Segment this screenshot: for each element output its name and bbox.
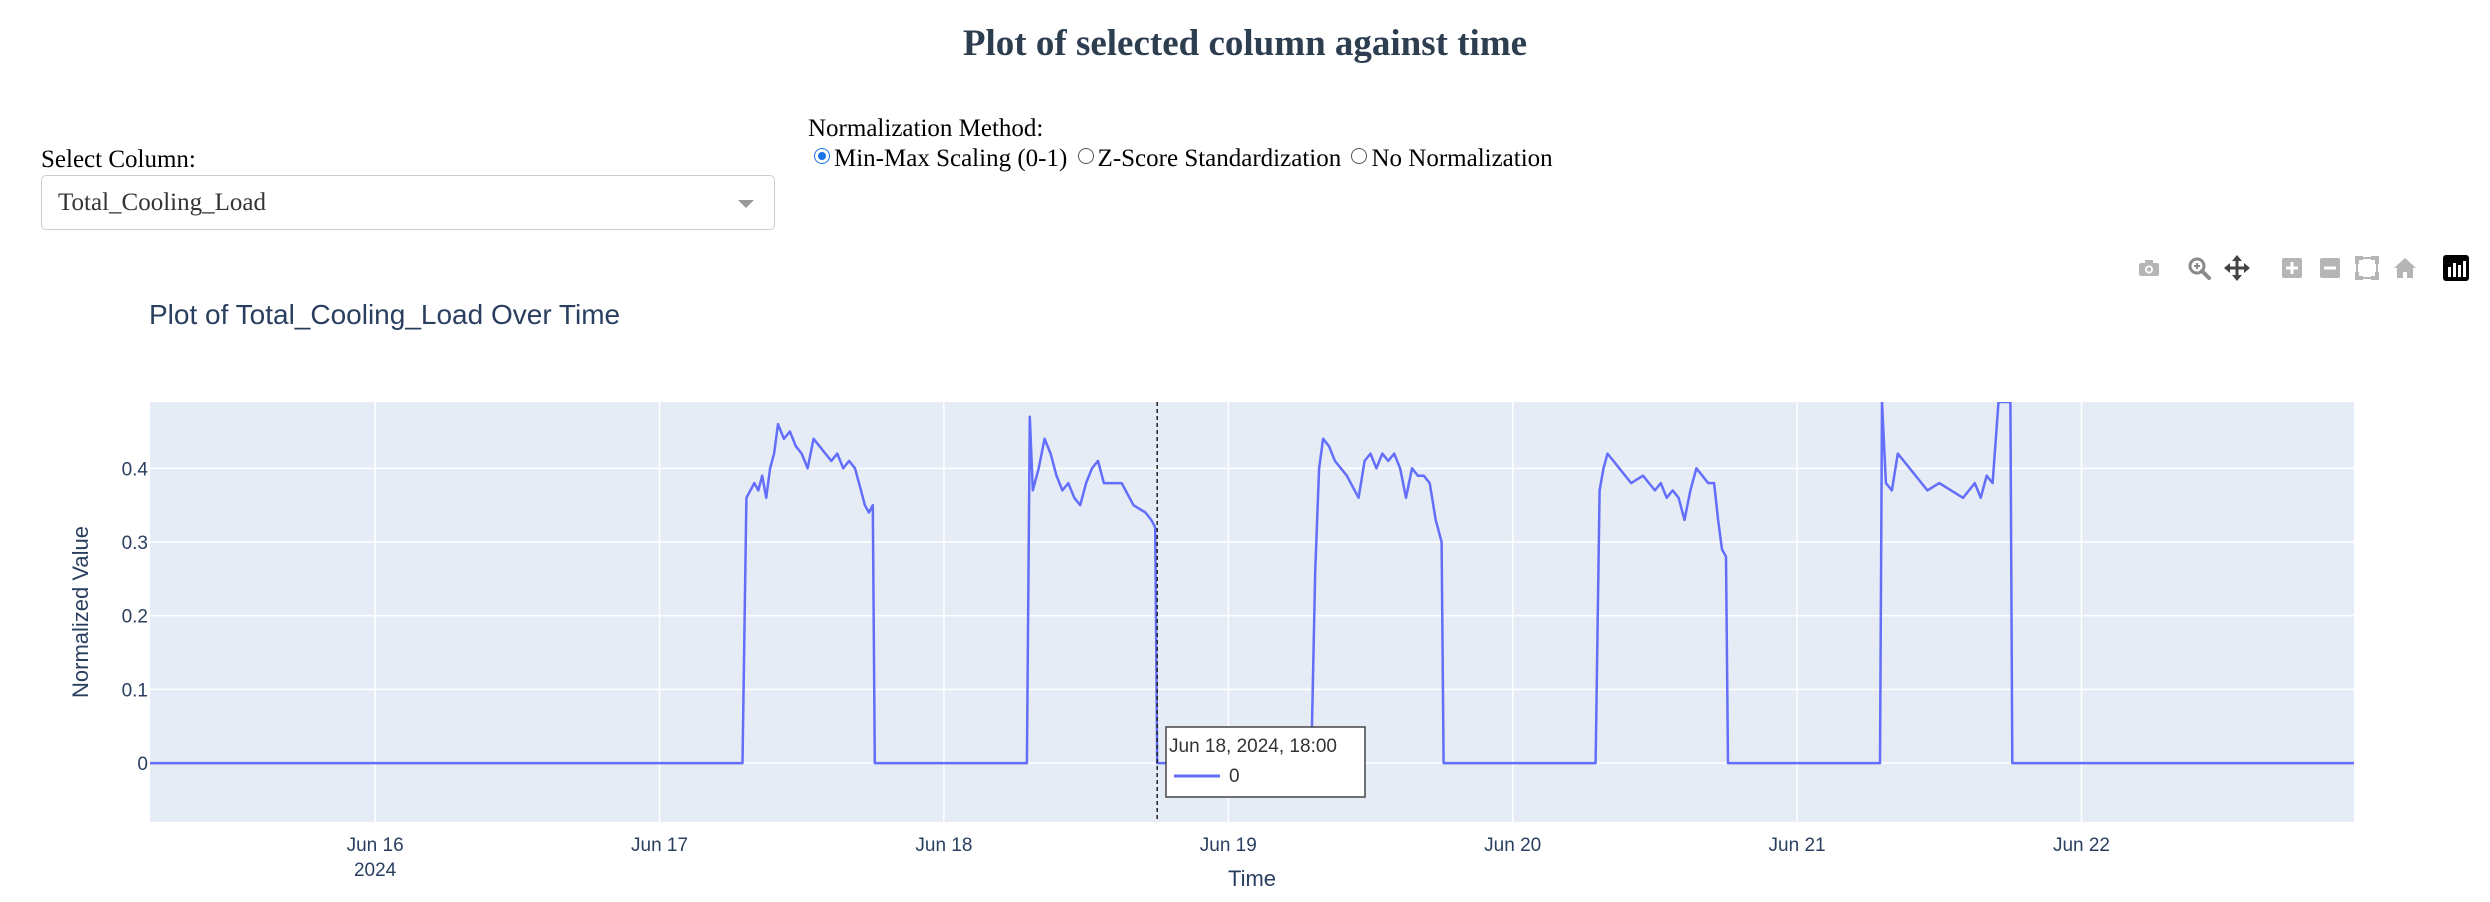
chevron-down-icon[interactable]: [738, 200, 754, 208]
zoom-out-icon[interactable]: [2316, 254, 2344, 282]
radio-label-minmax[interactable]: Min-Max Scaling (0-1): [834, 145, 1068, 172]
radio-option-minmax[interactable]: Min-Max Scaling (0-1): [814, 145, 1067, 172]
radio-label-none[interactable]: No Normalization: [1371, 145, 1553, 172]
select-column-label: Select Column:: [41, 146, 196, 173]
y-tick-label: 0.1: [122, 680, 148, 701]
hover-tooltip-title: Jun 18, 2024, 18:00: [1169, 736, 1337, 757]
x-tick-label: Jun 16: [347, 835, 404, 856]
radio-button-none[interactable]: [1351, 148, 1368, 164]
y-axis-title: Normalized Value: [68, 526, 93, 698]
y-tick-label: 0: [137, 754, 148, 775]
autoscale-icon[interactable]: [2353, 254, 2381, 282]
radio-option-zscore[interactable]: Z-Score Standardization: [1077, 145, 1342, 172]
page-title: Plot of selected column against time: [962, 23, 1528, 64]
normalization-radio-group: Min-Max Scaling (0-1) Z-Score Standardiz…: [814, 145, 1557, 173]
zoom-icon[interactable]: [2185, 254, 2213, 282]
x-tick-label: Jun 21: [1769, 835, 1826, 856]
column-dropdown[interactable]: Total_Cooling_Load: [41, 175, 775, 230]
y-tick-label: 0.3: [122, 533, 148, 554]
reset-axes-icon[interactable]: [2391, 254, 2419, 282]
x-tick-label: Jun 22: [2053, 835, 2110, 856]
pan-icon[interactable]: [2223, 254, 2251, 282]
normalization-label: Normalization Method:: [808, 115, 1044, 142]
hover-tooltip-value: 0: [1229, 766, 1240, 787]
series-layer: [150, 402, 2354, 765]
chart-title: Plot of Total_Cooling_Load Over Time: [149, 299, 620, 330]
hover-tooltip-box: [1165, 726, 1366, 798]
x-tick-label: Jun 18: [915, 835, 972, 856]
x-tick-label: Jun 20: [1484, 835, 1541, 856]
y-tick-label: 0.2: [122, 607, 148, 628]
chart: Plot of Total_Cooling_Load Over Time 0 0.…: [68, 299, 2354, 891]
x-tick-year-label: 2024: [354, 860, 397, 881]
hover-tooltip: Jun 18, 2024, 18:00 0: [1165, 726, 1366, 798]
radio-label-zscore[interactable]: Z-Score Standardization: [1097, 145, 1342, 172]
axis-ticks: 0 0.1 0.2 0.3 0.4 Jun 16 2024 Jun 17 Jun 18 Jun 1…: [122, 459, 2110, 881]
column-dropdown-value: Total_Cooling_Load: [58, 189, 266, 216]
zoom-in-icon[interactable]: [2278, 254, 2306, 282]
camera-icon[interactable]: [2135, 254, 2163, 282]
radio-button-zscore[interactable]: [1077, 148, 1094, 164]
x-axis-title: Time: [1228, 866, 1276, 891]
plotly-logo-icon[interactable]: [2442, 254, 2470, 282]
series-line[interactable]: [150, 402, 2354, 765]
y-tick-label: 0.4: [122, 459, 149, 480]
gridlines: [150, 402, 2354, 822]
radio-button-minmax[interactable]: [814, 148, 830, 164]
x-tick-label: Jun 19: [1200, 835, 1257, 856]
x-tick-label: Jun 17: [631, 835, 688, 856]
radio-option-none[interactable]: No Normalization: [1351, 145, 1553, 172]
